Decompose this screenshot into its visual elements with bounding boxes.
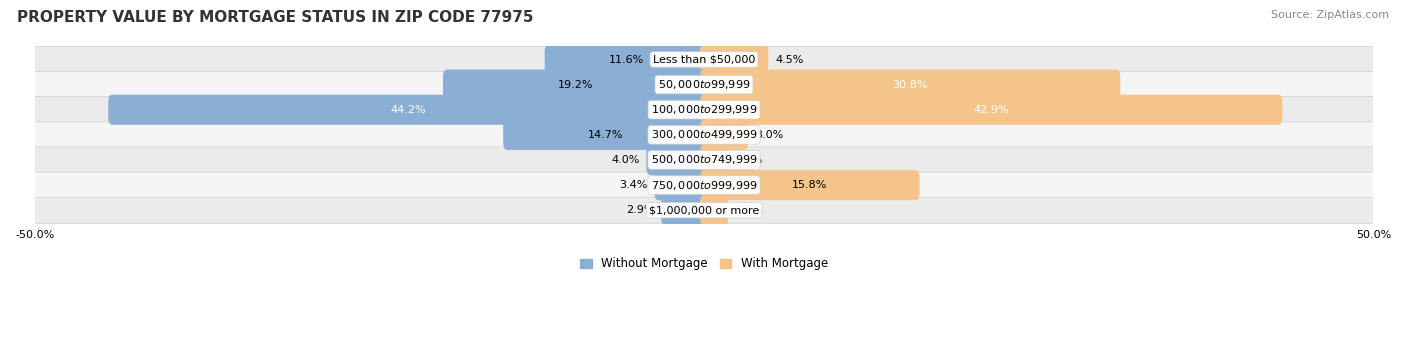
Text: $50,000 to $99,999: $50,000 to $99,999 [658,78,751,91]
Text: 42.9%: 42.9% [973,105,1010,115]
FancyBboxPatch shape [700,70,1121,100]
FancyBboxPatch shape [700,195,728,225]
FancyBboxPatch shape [700,145,728,175]
FancyBboxPatch shape [647,145,709,175]
FancyBboxPatch shape [503,120,709,150]
FancyBboxPatch shape [700,170,920,200]
Text: $1,000,000 or more: $1,000,000 or more [650,205,759,215]
Text: Less than $50,000: Less than $50,000 [652,55,755,64]
FancyBboxPatch shape [544,44,709,75]
Text: PROPERTY VALUE BY MORTGAGE STATUS IN ZIP CODE 77975: PROPERTY VALUE BY MORTGAGE STATUS IN ZIP… [17,10,533,25]
Text: 19.2%: 19.2% [558,79,593,90]
FancyBboxPatch shape [34,46,1374,73]
Text: $100,000 to $299,999: $100,000 to $299,999 [651,103,758,116]
FancyBboxPatch shape [34,172,1374,198]
FancyBboxPatch shape [34,147,1374,173]
FancyBboxPatch shape [34,122,1374,148]
FancyBboxPatch shape [34,97,1374,123]
Legend: Without Mortgage, With Mortgage: Without Mortgage, With Mortgage [575,253,832,275]
Text: 4.5%: 4.5% [775,55,803,64]
Text: $750,000 to $999,999: $750,000 to $999,999 [651,179,758,192]
Text: 15.8%: 15.8% [792,180,828,190]
Text: 3.0%: 3.0% [755,130,783,140]
Text: $500,000 to $749,999: $500,000 to $749,999 [651,153,758,166]
Text: 11.6%: 11.6% [609,55,644,64]
FancyBboxPatch shape [654,170,709,200]
Text: 1.5%: 1.5% [735,155,763,165]
Text: 1.5%: 1.5% [735,205,763,215]
FancyBboxPatch shape [700,44,768,75]
Text: $300,000 to $499,999: $300,000 to $499,999 [651,128,758,142]
Text: 4.0%: 4.0% [612,155,640,165]
Text: 30.8%: 30.8% [893,79,928,90]
FancyBboxPatch shape [108,95,709,125]
FancyBboxPatch shape [700,95,1282,125]
Text: 44.2%: 44.2% [391,105,426,115]
FancyBboxPatch shape [34,197,1374,223]
FancyBboxPatch shape [661,195,709,225]
FancyBboxPatch shape [443,70,709,100]
FancyBboxPatch shape [34,72,1374,98]
Text: 14.7%: 14.7% [588,130,623,140]
Text: 2.9%: 2.9% [626,205,654,215]
Text: 3.4%: 3.4% [620,180,648,190]
Text: Source: ZipAtlas.com: Source: ZipAtlas.com [1271,10,1389,20]
FancyBboxPatch shape [700,120,748,150]
